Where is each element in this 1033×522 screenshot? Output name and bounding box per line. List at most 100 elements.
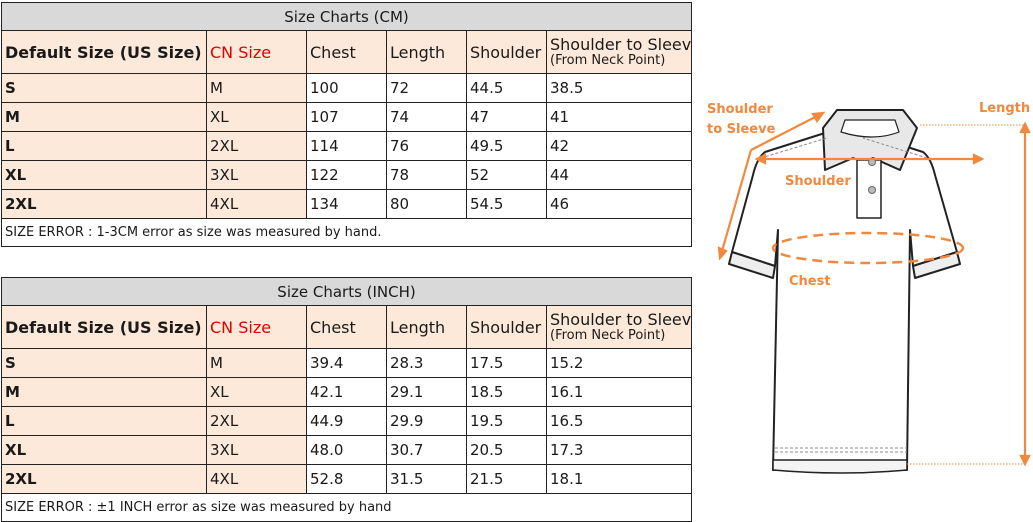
table-row: S M 39.4 28.3 17.5 15.2	[1, 348, 693, 378]
cell-shoulder: 21.5	[466, 464, 547, 494]
cell-length: 80	[386, 189, 467, 219]
cell-length: 29.9	[386, 406, 467, 436]
table-row: M XL 107 74 47 41	[1, 102, 693, 132]
cell-shoulder-to-sleeve: 41	[545, 102, 693, 132]
cell-shoulder-to-sleeve: 15.2	[545, 348, 693, 378]
cell-shoulder-to-sleeve: 38.5	[545, 73, 693, 103]
cell-chest: 39.4	[306, 348, 387, 378]
table-row: M XL 42.1 29.1 18.5 16.1	[1, 377, 693, 407]
cell-length: 28.3	[386, 348, 467, 378]
polo-shirt-measurement-diagram: Shoulder to Sleeve Length Shoulder Chest	[695, 80, 1033, 490]
label-shoulder-to-sleeve-line1: Shoulder	[707, 102, 773, 117]
cell-chest: 100	[306, 73, 387, 103]
header-chest: Chest	[306, 305, 387, 349]
cell-length: 30.7	[386, 435, 467, 465]
cell-length: 76	[386, 131, 467, 161]
cell-shoulder: 17.5	[466, 348, 547, 378]
chart-title: Size Charts (INCH)	[0, 277, 693, 306]
cell-shoulder-to-sleeve: 44	[545, 160, 693, 190]
table-row: XL 3XL 122 78 52 44	[1, 160, 693, 190]
header-shoulder-to-sleeve-label: Shoulder to Sleeve	[550, 310, 692, 329]
cell-us-size: XL	[1, 435, 207, 465]
table-row: L 2XL 44.9 29.9 19.5 16.5	[1, 406, 693, 436]
cell-us-size: S	[1, 348, 207, 378]
chart-title: Size Charts (CM)	[0, 2, 693, 31]
cell-chest: 107	[306, 102, 387, 132]
cell-cn-size: 4XL	[206, 464, 307, 494]
cell-shoulder: 47	[466, 102, 547, 132]
cell-us-size: 2XL	[1, 189, 207, 219]
cell-shoulder: 49.5	[466, 131, 547, 161]
cell-us-size: M	[1, 102, 207, 132]
header-length: Length	[386, 30, 467, 74]
cell-shoulder-to-sleeve: 42	[545, 131, 693, 161]
size-error-note: SIZE ERROR : 1-3CM error as size was mea…	[0, 218, 693, 247]
table-row: XL 3XL 48.0 30.7 20.5 17.3	[1, 435, 693, 465]
label-shoulder-to-sleeve: Shoulder to Sleeve	[707, 100, 775, 140]
cell-shoulder: 19.5	[466, 406, 547, 436]
header-row: Default Size (US Size) CN Size Chest Len…	[1, 30, 693, 74]
header-cn-size: CN Size	[206, 30, 307, 74]
cell-cn-size: 2XL	[206, 406, 307, 436]
header-default-size: Default Size (US Size)	[1, 30, 207, 74]
cell-us-size: L	[1, 406, 207, 436]
cell-shoulder: 54.5	[466, 189, 547, 219]
label-length: Length	[979, 101, 1031, 116]
header-row: Default Size (US Size) CN Size Chest Len…	[1, 305, 693, 349]
header-shoulder: Shoulder	[466, 305, 547, 349]
cell-shoulder: 52	[466, 160, 547, 190]
cell-cn-size: XL	[206, 377, 307, 407]
size-chart-cm: Size Charts (CM) Default Size (US Size) …	[0, 2, 693, 247]
cell-cn-size: 3XL	[206, 435, 307, 465]
header-cn-size: CN Size	[206, 305, 307, 349]
cell-chest: 48.0	[306, 435, 387, 465]
cell-shoulder-to-sleeve: 17.3	[545, 435, 693, 465]
polo-shirt-icon	[717, 109, 1031, 474]
cell-length: 29.1	[386, 377, 467, 407]
table-row: 2XL 4XL 52.8 31.5 21.5 18.1	[1, 464, 693, 494]
cell-chest: 52.8	[306, 464, 387, 494]
cell-cn-size: 2XL	[206, 131, 307, 161]
label-shoulder: Shoulder	[785, 174, 851, 189]
size-error-note: SIZE ERROR : ±1 INCH error as size was m…	[0, 493, 693, 522]
cell-cn-size: M	[206, 73, 307, 103]
table-row: S M 100 72 44.5 38.5	[1, 73, 693, 103]
label-chest: Chest	[789, 274, 831, 289]
cell-us-size: S	[1, 73, 207, 103]
cell-shoulder-to-sleeve: 46	[545, 189, 693, 219]
header-default-size: Default Size (US Size)	[1, 305, 207, 349]
cell-chest: 42.1	[306, 377, 387, 407]
cell-us-size: XL	[1, 160, 207, 190]
cell-shoulder: 44.5	[466, 73, 547, 103]
cell-shoulder: 18.5	[466, 377, 547, 407]
cell-cn-size: 4XL	[206, 189, 307, 219]
cell-cn-size: M	[206, 348, 307, 378]
header-from-neck-point: (From Neck Point)	[550, 328, 666, 343]
cell-length: 72	[386, 73, 467, 103]
cell-length: 31.5	[386, 464, 467, 494]
cell-us-size: L	[1, 131, 207, 161]
cell-chest: 134	[306, 189, 387, 219]
cell-shoulder-to-sleeve: 18.1	[545, 464, 693, 494]
header-shoulder-to-sleeve: Shoulder to Sleeve (From Neck Point)	[545, 305, 693, 349]
cell-us-size: 2XL	[1, 464, 207, 494]
cell-cn-size: 3XL	[206, 160, 307, 190]
cell-chest: 122	[306, 160, 387, 190]
cell-cn-size: XL	[206, 102, 307, 132]
cell-length: 74	[386, 102, 467, 132]
cell-shoulder-to-sleeve: 16.5	[545, 406, 693, 436]
cell-shoulder: 20.5	[466, 435, 547, 465]
header-shoulder-to-sleeve: Shoulder to Sleeve (From Neck Point)	[545, 30, 693, 74]
header-chest: Chest	[306, 30, 387, 74]
header-shoulder: Shoulder	[466, 30, 547, 74]
cell-us-size: M	[1, 377, 207, 407]
cell-shoulder-to-sleeve: 16.1	[545, 377, 693, 407]
header-length: Length	[386, 305, 467, 349]
cell-length: 78	[386, 160, 467, 190]
header-shoulder-to-sleeve-label: Shoulder to Sleeve	[550, 35, 692, 54]
header-from-neck-point: (From Neck Point)	[550, 53, 666, 68]
cell-chest: 44.9	[306, 406, 387, 436]
size-chart-inch: Size Charts (INCH) Default Size (US Size…	[0, 277, 693, 522]
table-row: L 2XL 114 76 49.5 42	[1, 131, 693, 161]
table-row: 2XL 4XL 134 80 54.5 46	[1, 189, 693, 219]
